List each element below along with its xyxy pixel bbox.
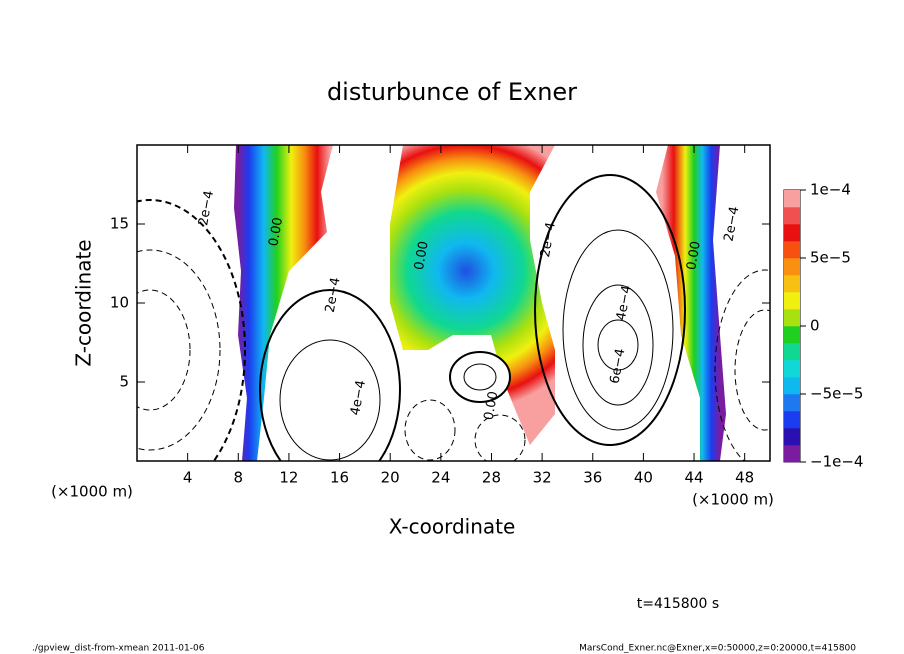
- colorbar-band: [784, 326, 800, 344]
- contours: [137, 174, 770, 461]
- field: [137, 145, 770, 461]
- contour-label: 2e−4: [196, 189, 217, 227]
- colorbar-band: [784, 224, 800, 242]
- plume-right: [656, 145, 726, 461]
- x-unit-left: (×1000 m): [51, 483, 133, 501]
- contour-label: 4e−4: [614, 284, 635, 322]
- colorbar-band: [784, 377, 800, 395]
- y-tick-label: 15: [110, 215, 129, 233]
- contour-label: 6e−4: [608, 347, 629, 385]
- y-axis-label: Z-coordinate: [72, 239, 96, 366]
- x-tick-label: 24: [431, 469, 450, 487]
- colorbar-band: [784, 207, 800, 225]
- x-tick-label: 20: [381, 469, 400, 487]
- x-unit-right: (×1000 m): [692, 491, 774, 509]
- colorbar-tick-label: −5e−5: [810, 385, 863, 403]
- contour-label: 0.00: [266, 216, 286, 247]
- x-tick-label: 40: [634, 469, 653, 487]
- contour-label: 0.00: [684, 240, 704, 271]
- x-axis-label: X-coordinate: [389, 515, 516, 539]
- colorbar-band: [784, 343, 800, 361]
- colorbar-band: [784, 394, 800, 412]
- x-tick-label: 28: [482, 469, 501, 487]
- x-tick-label: 36: [583, 469, 602, 487]
- y-tick-label: 5: [119, 373, 129, 391]
- time-label: t=415800 s: [637, 596, 719, 612]
- colorbar-tick-label: 1e−4: [810, 181, 851, 199]
- contour-label: 2e−4: [722, 205, 743, 243]
- colorbar-band: [784, 428, 800, 446]
- x-tick-label: 8: [234, 469, 244, 487]
- colorbar-band: [784, 190, 800, 208]
- colorbar-band: [784, 445, 800, 463]
- x-tick-label: 32: [533, 469, 552, 487]
- colorbar-band: [784, 292, 800, 310]
- contour-label: 4e−4: [348, 379, 369, 417]
- x-tick-label: 44: [684, 469, 703, 487]
- colorbar-band: [784, 275, 800, 293]
- x-tick-label: 48: [735, 469, 754, 487]
- colorbar-tick-label: 0: [810, 317, 820, 335]
- x-tick-label: 4: [183, 469, 193, 487]
- colorbar-band: [784, 411, 800, 429]
- chart-title: disturbunce of Exner: [327, 78, 577, 106]
- colorbar-band: [784, 241, 800, 259]
- plume-middle: [390, 145, 555, 445]
- contour-label: 2e−4: [538, 221, 559, 259]
- contour-label: 0.00: [412, 240, 432, 271]
- contour-label: 0.00: [482, 390, 502, 421]
- colorbar-band: [784, 360, 800, 378]
- y-tick-label: 10: [110, 294, 129, 312]
- colorbar-tick-label: 5e−5: [810, 249, 851, 267]
- footer-left: ./gpview_dist-from-xmean 2011-01-06: [32, 644, 205, 654]
- colorbar-band: [784, 309, 800, 327]
- footer-right: MarsCond_Exner.nc@Exner,x=0:50000,z=0:20…: [579, 644, 856, 654]
- colorbar-band: [784, 258, 800, 276]
- contour-label: 2e−4: [323, 276, 344, 314]
- x-tick-label: 16: [330, 469, 349, 487]
- plume-left: [234, 145, 333, 461]
- colorbar-tick-label: −1e−4: [810, 453, 863, 471]
- x-tick-label: 12: [279, 469, 298, 487]
- hole: [450, 352, 510, 402]
